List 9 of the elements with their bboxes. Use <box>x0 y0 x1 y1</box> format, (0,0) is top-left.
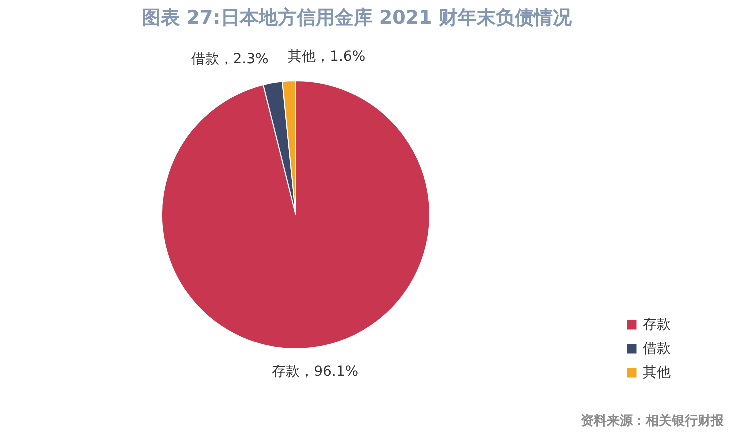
legend-label: 其他 <box>643 365 671 381</box>
text: 资料来源：相关银行财报 <box>581 413 725 429</box>
legend-label: 借款 <box>643 341 671 357</box>
data-label: 借款，2.3% <box>191 51 269 68</box>
data-label: 其他，1.6% <box>288 49 366 66</box>
legend-label: 存款 <box>643 317 671 333</box>
data-label: 存款，96.1% <box>272 364 359 380</box>
pie-slice <box>162 80 430 350</box>
chart-title: 图表 27:日本地方信用金库 2021 财年末负债情况 <box>142 7 573 29</box>
